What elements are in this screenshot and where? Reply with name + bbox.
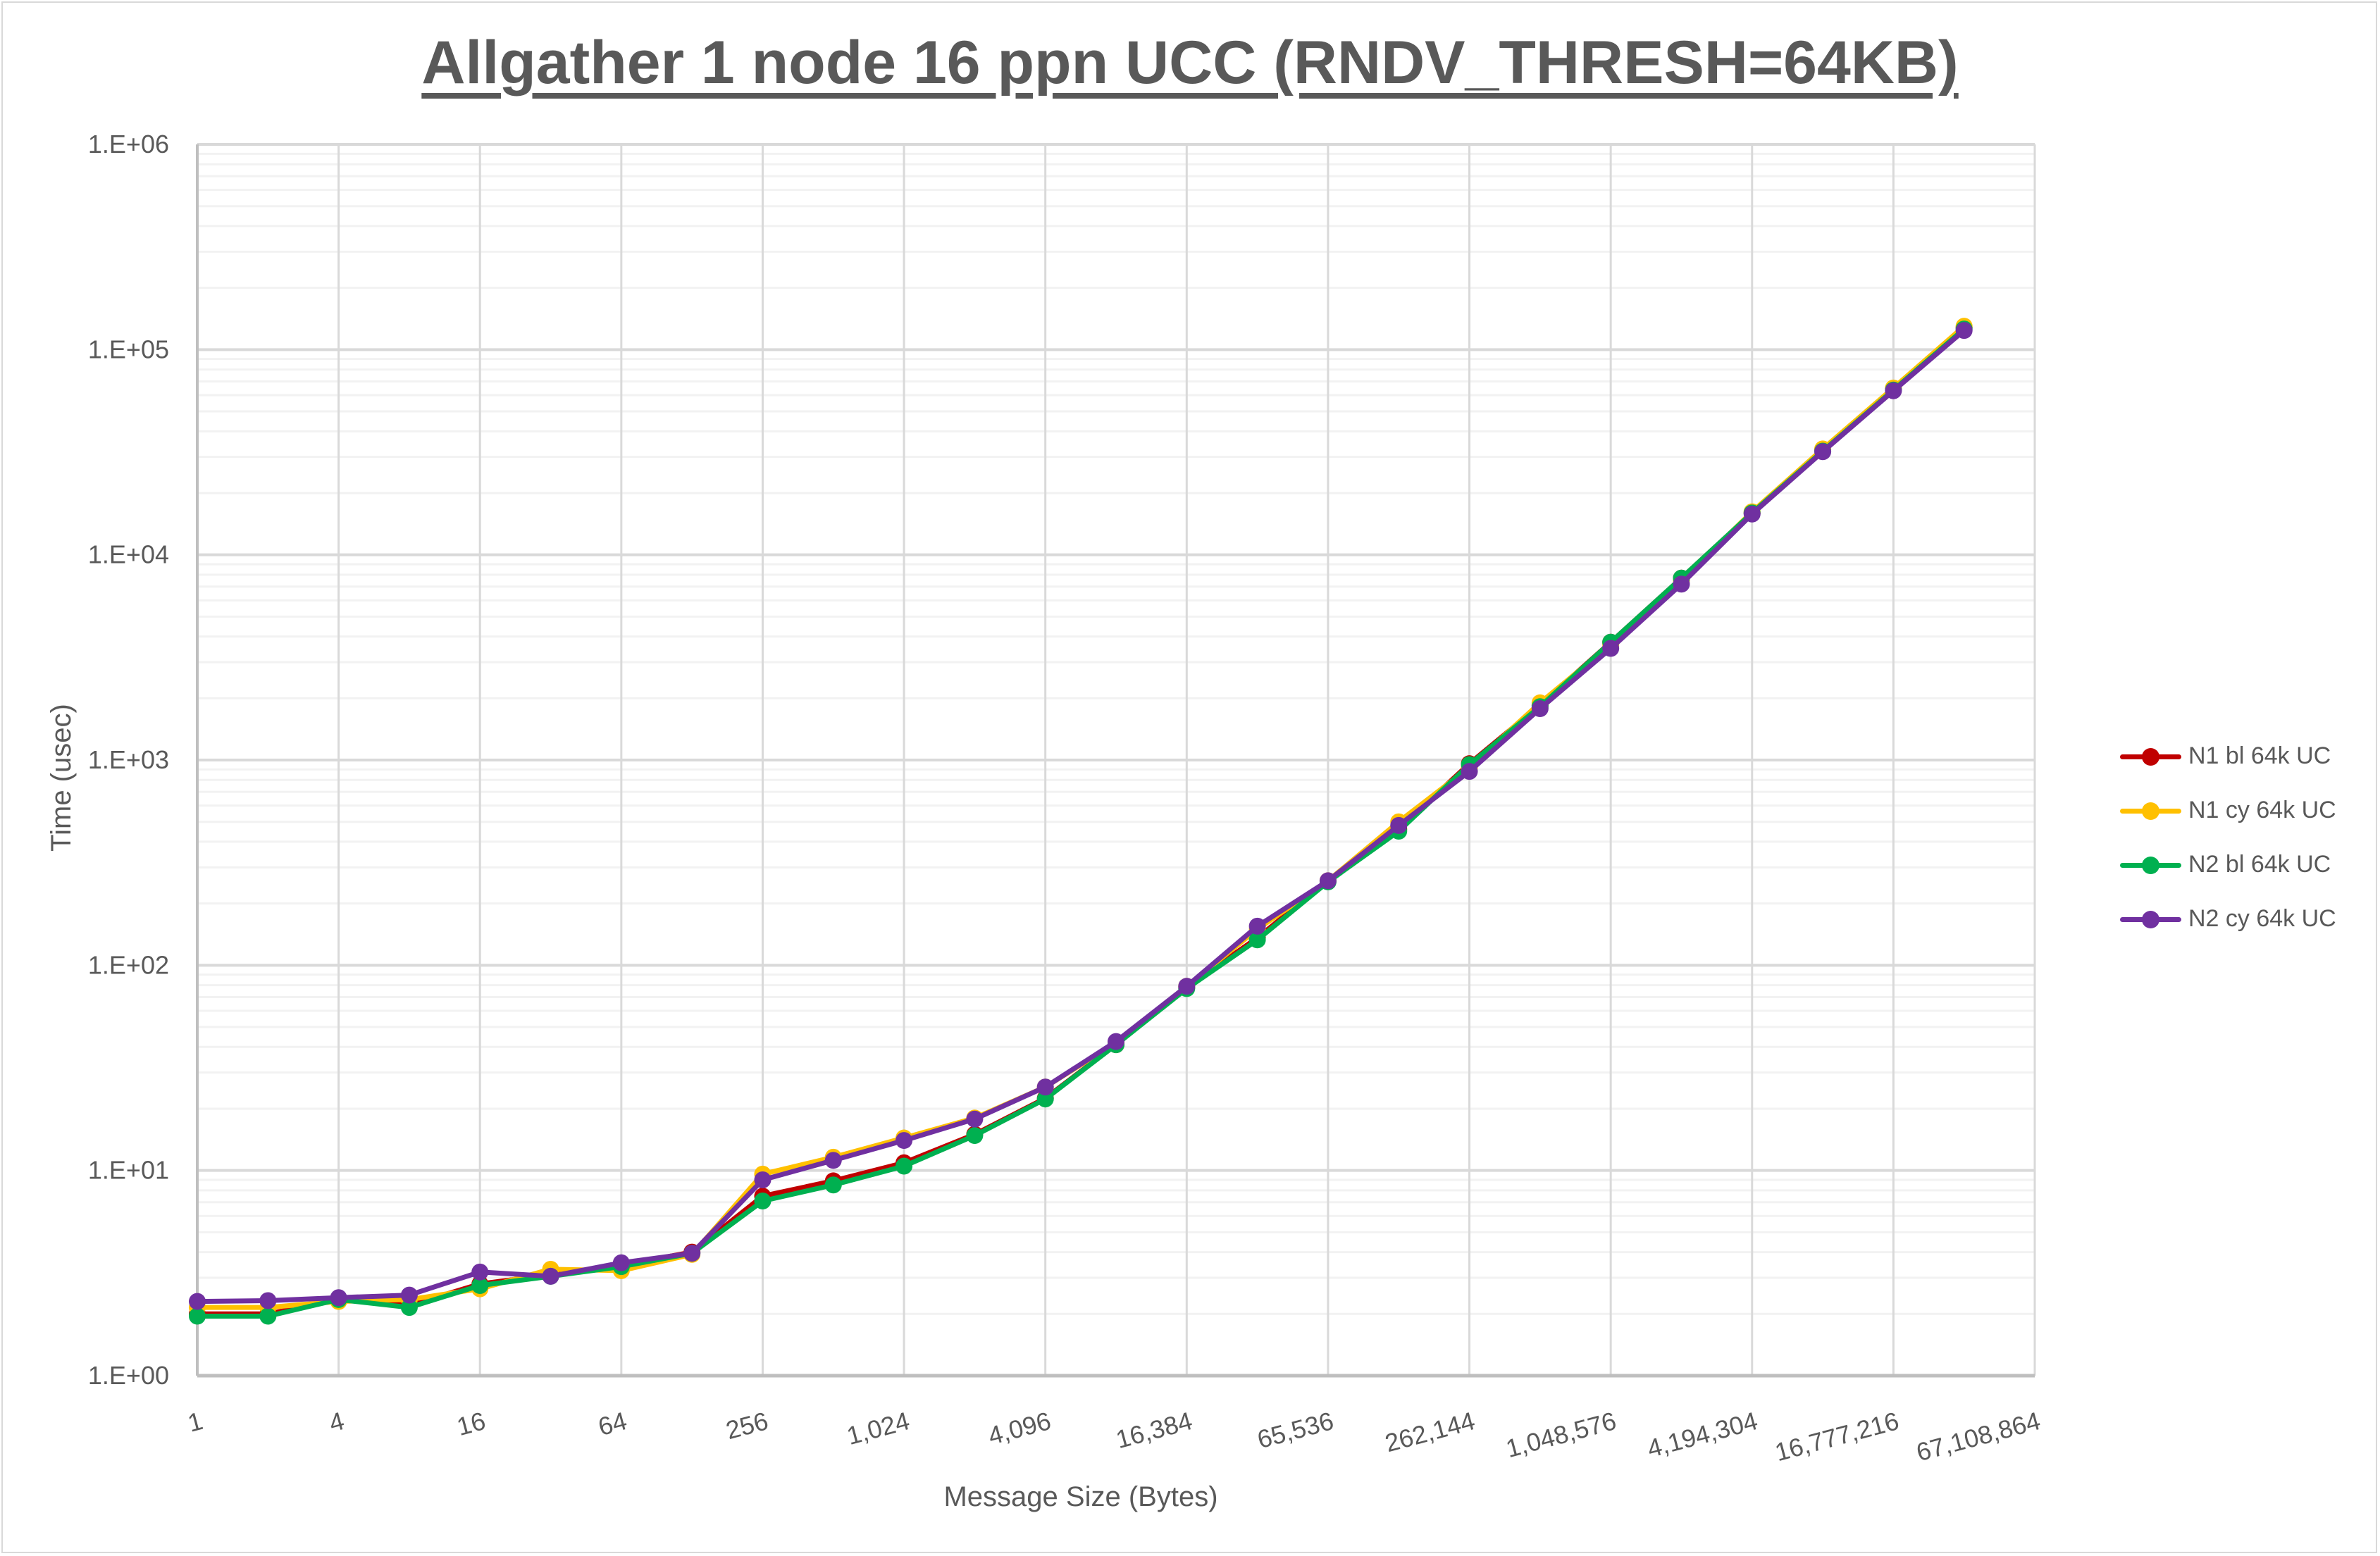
line-marker-icon xyxy=(2117,851,2184,879)
data-point-marker[interactable] xyxy=(1248,931,1266,949)
x-tick-label: 16 xyxy=(454,1406,488,1441)
series-line xyxy=(194,323,1967,1310)
data-point-marker[interactable] xyxy=(1461,763,1478,780)
data-point-marker[interactable] xyxy=(1036,1090,1054,1108)
data-point-marker[interactable] xyxy=(683,1245,701,1262)
y-tick-label: 1.E+00 xyxy=(88,1361,169,1390)
data-point-marker[interactable] xyxy=(1531,700,1549,718)
data-point-marker[interactable] xyxy=(471,1263,489,1281)
x-tick-label: 65,536 xyxy=(1254,1406,1337,1454)
data-point-marker[interactable] xyxy=(1885,382,1902,399)
data-point-marker[interactable] xyxy=(542,1267,559,1285)
data-point-marker[interactable] xyxy=(1743,505,1761,523)
data-point-marker[interactable] xyxy=(259,1307,277,1325)
data-point-marker[interactable] xyxy=(824,1152,842,1169)
x-tick-label: 1,048,576 xyxy=(1503,1406,1619,1463)
data-point-marker[interactable] xyxy=(754,1193,771,1210)
data-point-marker[interactable] xyxy=(259,1292,277,1309)
data-point-marker[interactable] xyxy=(471,1277,489,1295)
legend-label: N2 cy 64k UC xyxy=(2188,905,2336,932)
data-point-marker[interactable] xyxy=(330,1289,347,1307)
x-axis-title: Message Size (Bytes) xyxy=(943,1481,1217,1512)
y-tick-label: 1.E+01 xyxy=(88,1156,169,1185)
y-tick-label: 1.E+04 xyxy=(88,540,169,569)
series-n2-cy-64k-uc[interactable] xyxy=(189,322,1973,1310)
data-point-marker[interactable] xyxy=(1602,640,1620,657)
x-tick-label: 4,194,304 xyxy=(1644,1406,1761,1463)
data-point-marker[interactable] xyxy=(1390,816,1408,834)
series-n1-bl-64k-uc[interactable] xyxy=(189,319,1973,1323)
data-point-marker[interactable] xyxy=(895,1132,913,1150)
y-axis-title: Time (usec) xyxy=(46,704,77,852)
data-point-marker[interactable] xyxy=(1248,917,1266,935)
line-marker-icon xyxy=(2117,905,2184,933)
y-tick-label: 1.E+03 xyxy=(88,745,169,774)
legend-label: N2 bl 64k UC xyxy=(2188,851,2331,878)
x-tick-label: 64 xyxy=(595,1406,630,1441)
legend-label: N1 bl 64k UC xyxy=(2188,742,2331,769)
y-tick-label: 1.E+06 xyxy=(88,130,169,158)
y-tick-label: 1.E+05 xyxy=(88,335,169,363)
data-point-marker[interactable] xyxy=(400,1286,418,1304)
y-tick-label: 1.E+02 xyxy=(88,950,169,979)
chart-title: Allgather 1 node 16 ppn UCC (RNDV_THRESH… xyxy=(421,29,1959,97)
data-point-marker[interactable] xyxy=(400,1299,418,1317)
x-tick-label: 4 xyxy=(326,1406,347,1438)
data-point-marker[interactable] xyxy=(189,1307,206,1325)
data-point-marker[interactable] xyxy=(1108,1033,1124,1050)
data-point-marker[interactable] xyxy=(1673,575,1690,593)
data-point-marker[interactable] xyxy=(966,1110,984,1128)
legend-item-n2-cy[interactable]: N2 cy 64k UC xyxy=(2117,892,2336,946)
data-point-marker[interactable] xyxy=(1814,443,1832,461)
data-point-marker[interactable] xyxy=(612,1254,630,1271)
line-marker-icon xyxy=(2117,797,2184,825)
x-tick-label: 16,384 xyxy=(1112,1406,1195,1454)
x-tick-label: 262,144 xyxy=(1382,1406,1477,1457)
data-point-marker[interactable] xyxy=(1178,978,1196,995)
legend-item-n1-cy[interactable]: N1 cy 64k UC xyxy=(2117,783,2336,838)
x-tick-label: 4,096 xyxy=(985,1406,1054,1450)
series-n1-cy-64k-uc[interactable] xyxy=(189,318,1973,1317)
data-point-marker[interactable] xyxy=(1319,872,1337,890)
data-point-marker[interactable] xyxy=(1036,1078,1054,1096)
legend-item-n1-bl[interactable]: N1 bl 64k UC xyxy=(2117,729,2336,783)
series-line xyxy=(194,328,1967,1305)
data-point-marker[interactable] xyxy=(1955,322,1973,340)
x-tick-label: 1,024 xyxy=(844,1406,913,1450)
data-point-marker[interactable] xyxy=(895,1157,913,1175)
x-tick-label: 1 xyxy=(185,1406,206,1438)
data-point-marker[interactable] xyxy=(966,1127,984,1145)
data-point-marker[interactable] xyxy=(824,1176,842,1194)
legend-label: N1 cy 64k UC xyxy=(2188,797,2336,823)
x-tick-label: 16,777,216 xyxy=(1772,1406,1902,1467)
x-tick-label: 256 xyxy=(723,1406,771,1445)
data-point-marker[interactable] xyxy=(189,1293,206,1310)
series-line xyxy=(194,326,1967,1319)
x-tick-label: 67,108,864 xyxy=(1913,1406,2043,1467)
data-point-marker[interactable] xyxy=(754,1171,771,1188)
legend: N1 bl 64k UC N1 cy 64k UC N2 bl 64k UC N… xyxy=(2117,729,2336,946)
legend-item-n2-bl[interactable]: N2 bl 64k UC xyxy=(2117,838,2336,892)
line-marker-icon xyxy=(2117,742,2184,771)
